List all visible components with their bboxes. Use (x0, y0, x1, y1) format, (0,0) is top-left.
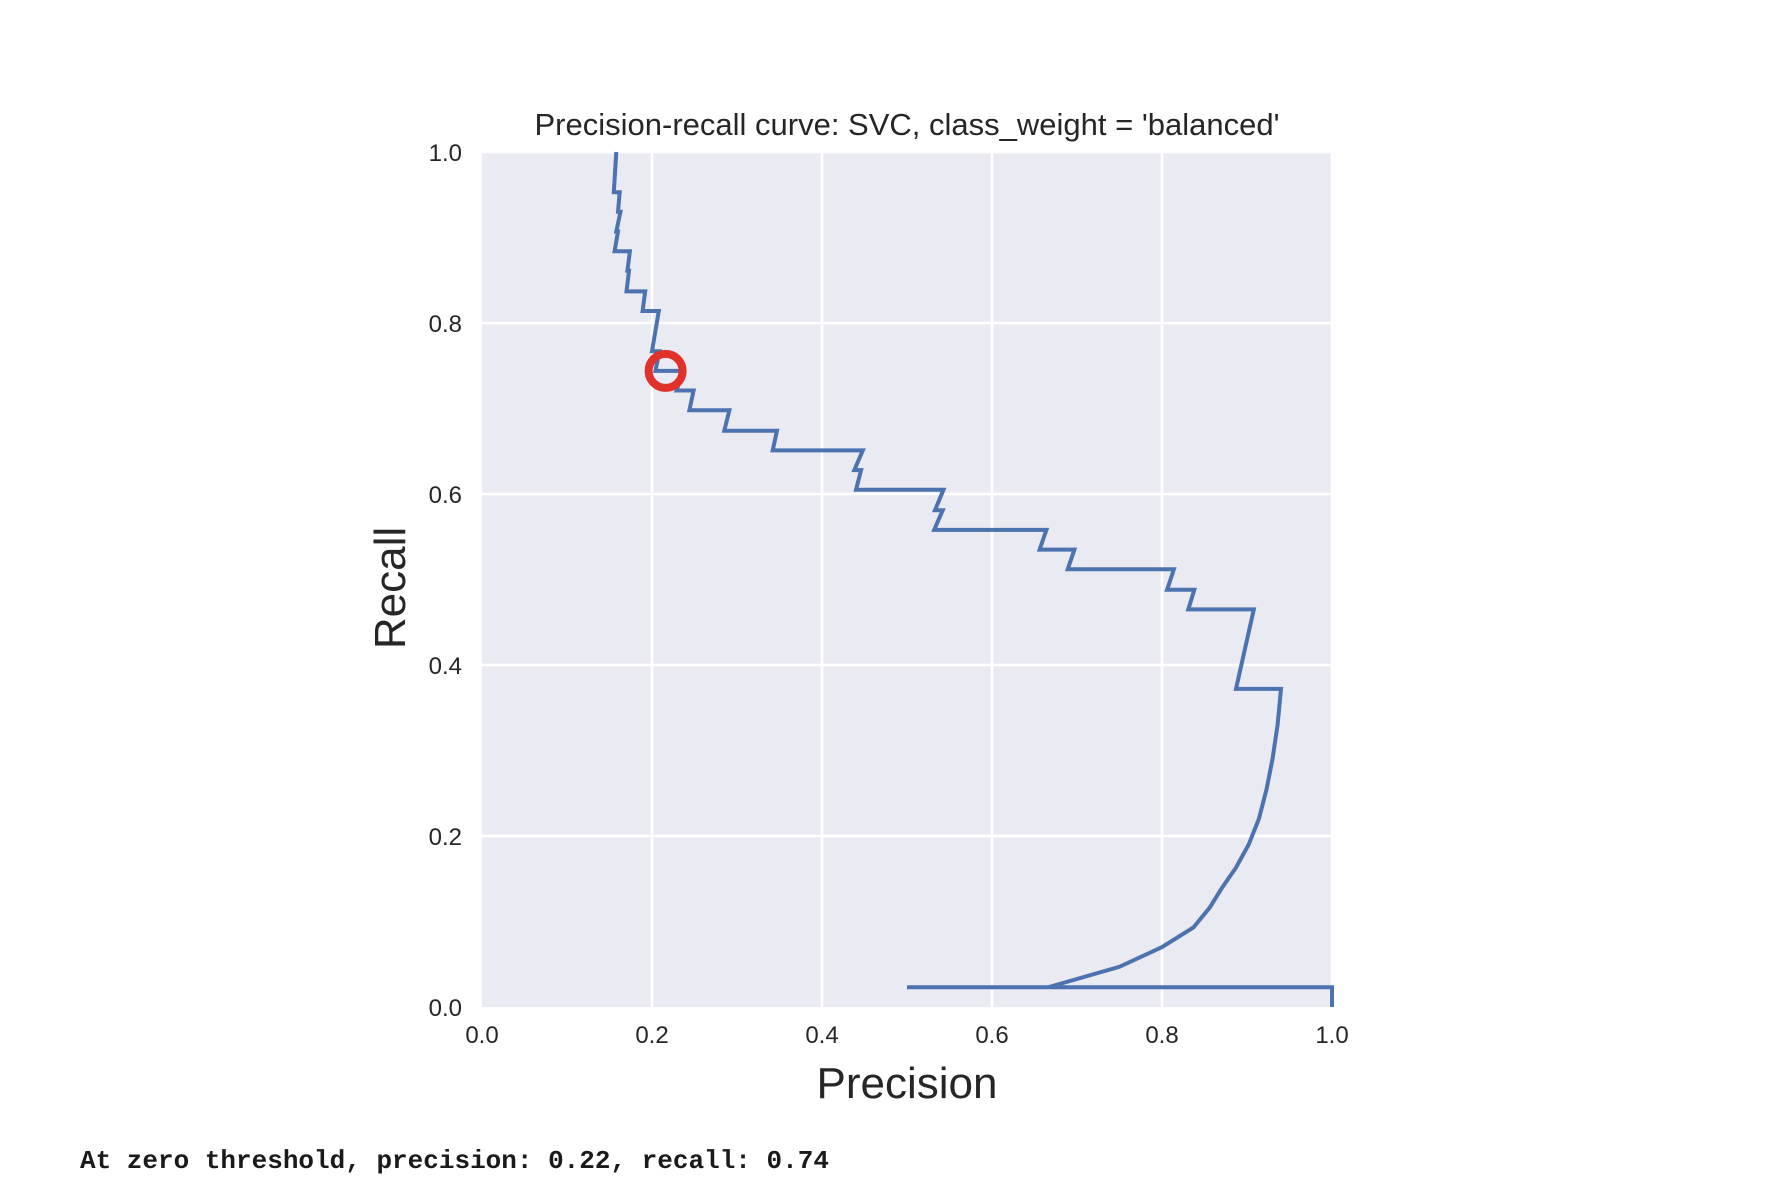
series-layer (611, 151, 1334, 1007)
y-axis-label: Recall (366, 527, 415, 649)
y-tick-label: 1.0 (429, 140, 462, 167)
y-tick-label: 0.2 (429, 824, 462, 851)
y-tick-label: 0.0 (429, 995, 462, 1022)
x-axis-label: Precision (817, 1059, 998, 1108)
x-tick-label: 0.4 (805, 1022, 838, 1049)
x-tick-label: 1.0 (1315, 1022, 1348, 1049)
zero-threshold-marker (644, 349, 687, 392)
plot-area (482, 152, 1332, 1007)
y-tick-label: 0.4 (429, 653, 462, 680)
x-tick-label: 0.2 (635, 1022, 668, 1049)
x-tick-label: 0.8 (1145, 1022, 1178, 1049)
output-text: At zero threshold, precision: 0.22, reca… (80, 1146, 829, 1176)
chart-title: Precision-recall curve: SVC, class_weigh… (535, 107, 1280, 142)
pr-curve-line (611, 151, 1334, 1007)
x-tick-label: 0.6 (975, 1022, 1008, 1049)
x-tick-label: 0.0 (465, 1022, 498, 1049)
y-tick-label: 0.8 (429, 311, 462, 338)
x-tick-labels: 0.0 0.2 0.4 0.6 0.8 1.0 (465, 1022, 1348, 1049)
y-tick-labels: 0.0 0.2 0.4 0.6 0.8 1.0 (429, 140, 462, 1022)
precision-recall-chart: 0.0 0.2 0.4 0.6 0.8 1.0 0.0 0.2 0.4 0.6 0.8 1.0 Pr… (366, 107, 1349, 1108)
grid (482, 150, 1334, 1007)
y-tick-label: 0.6 (429, 482, 462, 509)
